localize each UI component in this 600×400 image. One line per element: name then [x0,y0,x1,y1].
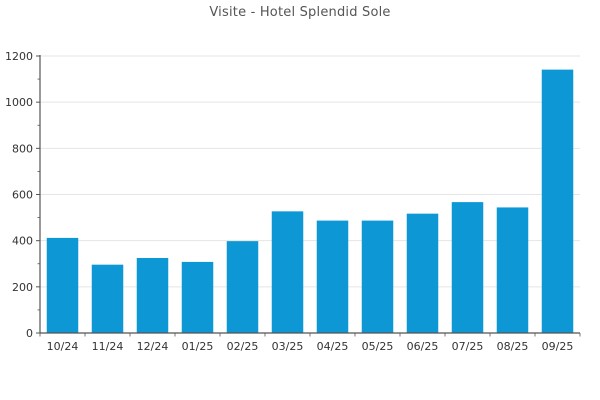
bar [541,69,574,333]
x-tick-label: 09/25 [542,340,574,353]
y-tick-label: 1000 [5,96,33,109]
y-tick-label: 600 [12,189,33,202]
x-tick-label: 12/24 [137,340,169,353]
x-tick-label: 07/25 [452,340,484,353]
bar [226,241,259,333]
chart-title: Visite - Hotel Splendid Sole [209,5,391,20]
bar [451,202,484,333]
y-tick-label: 1200 [5,50,33,63]
x-tick-label: 10/24 [47,340,79,353]
x-tick-label: 02/25 [227,340,259,353]
y-tick-label: 400 [12,235,33,248]
x-tick-label: 11/24 [92,340,124,353]
bar [91,264,124,333]
x-tick-label: 06/25 [407,340,439,353]
x-tick-label: 08/25 [497,340,529,353]
y-tick-label: 200 [12,281,33,294]
bar [316,220,349,333]
bar [271,211,304,333]
bar [136,257,169,333]
y-tick-label: 0 [26,327,33,340]
x-tick-label: 03/25 [272,340,304,353]
bar [361,220,394,333]
bar [46,237,79,333]
x-tick-label: 04/25 [317,340,349,353]
x-tick-label: 05/25 [362,340,394,353]
bar [496,207,529,333]
y-tick-label: 800 [12,142,33,155]
bar [406,213,439,333]
bar [181,261,214,333]
x-tick-label: 01/25 [182,340,214,353]
